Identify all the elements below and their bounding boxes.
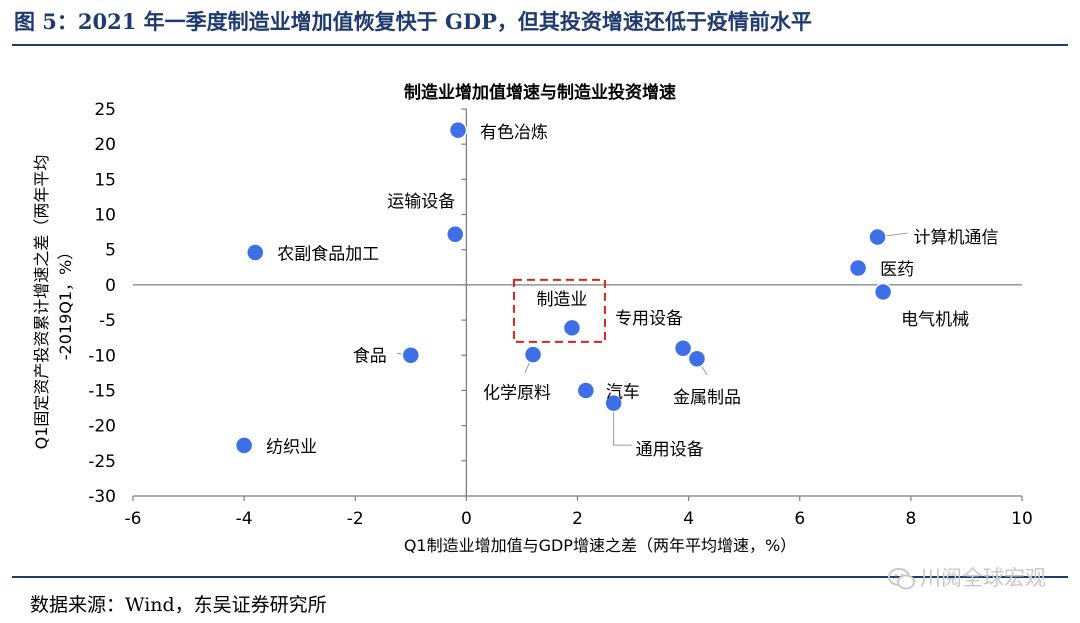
data-point [848,258,868,278]
axes [132,108,1023,501]
y-tick-label: 0 [105,276,116,296]
label-connectors [396,232,908,446]
watermark: 川阅全球宏观 [888,562,1046,592]
data-point [245,243,265,262]
data-point [562,318,582,338]
watermark-text: 川阅全球宏观 [920,566,1046,590]
data-point [673,338,693,358]
y-tick-label: 5 [105,241,116,261]
x-tick-label: -4 [236,509,253,529]
scatter-chart: 制造业增加值增速与制造业投资增速 -6 -4 -2 0 2 4 6 8 102520151050… [32,82,1033,555]
point-label: 医药 [880,260,914,280]
data-point [448,120,468,140]
bottom-rule [12,576,1068,578]
point-label: 运输设备 [387,192,455,212]
y-tick-label: -30 [88,487,116,507]
x-tick-label: 6 [794,509,805,529]
y-tick-label: 25 [94,100,116,120]
data-point [446,224,465,244]
top-rule [12,44,1068,46]
point-label: 计算机通信 [914,228,999,248]
y-axis-label-line-2: -2019Q1，%） [56,244,75,360]
data-point [523,345,543,364]
point-label: 汽车 [606,382,640,402]
y-tick-label: 15 [94,170,116,190]
y-tick-label: 10 [94,206,116,226]
x-tick-label: -6 [125,509,142,529]
source-note: 数据来源：Wind，东吴证券研究所 [30,594,327,616]
point-label: 金属制品 [673,388,741,408]
point-label: 纺织业 [266,437,317,457]
point-label: 化学原料 [483,384,551,404]
y-tick-label: -15 [88,381,116,401]
data-point [401,346,421,365]
data-point [604,393,623,413]
y-tick-label: 20 [94,135,116,155]
chart-title: 制造业增加值增速与制造业投资增速 [404,82,676,103]
y-tick-label: -20 [88,417,116,437]
y-axis-label-line-1: Q1固定资产投资累计增速之差（两年平均 [32,155,51,450]
data-point [576,381,596,400]
figure-title: 图 5：2021 年一季度制造业增加值恢复快于 GDP，但其投资增速还低于疫情前… [14,9,812,34]
wechat-icon [888,568,915,590]
x-tick-label: 2 [572,509,583,529]
x-axis-label: Q1制造业增加值与GDP增速之差（两年平均增速，%） [404,536,796,555]
point-label: 电气机械 [901,310,969,330]
x-tick-label: 10 [1011,509,1033,529]
x-tick-label: 0 [461,509,472,529]
data-point [873,282,893,302]
y-tick-label: -25 [88,452,116,472]
point-label: 有色冶炼 [480,123,548,143]
point-label: 制造业 [536,290,587,310]
y-tick-label: -5 [99,311,116,331]
data-points [234,120,893,455]
point-label: 通用设备 [636,440,704,460]
y-tick-label: -10 [88,346,116,366]
point-label: 农副食品加工 [277,245,379,265]
x-tick-label: 4 [683,509,694,529]
data-point [234,436,254,455]
x-tick-label: -2 [347,509,364,529]
highlight-box [512,278,606,343]
label-connector [613,403,632,446]
data-point [687,349,707,369]
data-point [868,227,887,247]
point-label: 食品 [353,346,387,366]
x-tick-label: 8 [905,509,916,529]
point-label: 专用设备 [615,309,683,329]
